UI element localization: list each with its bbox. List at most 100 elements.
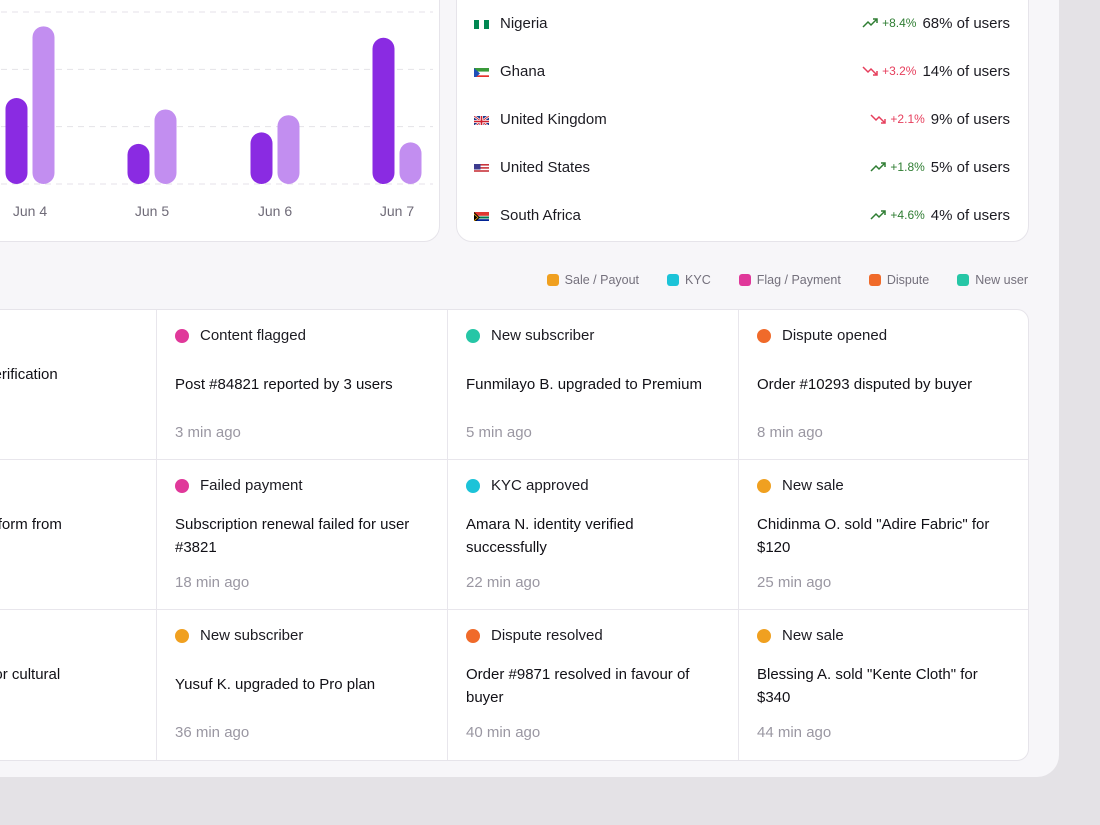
activity-header: New subscriber xyxy=(175,627,303,644)
trend-value: +2.1% xyxy=(890,112,925,126)
activity-card[interactable]: edged for cultural xyxy=(0,610,157,760)
chart-bar[interactable] xyxy=(277,115,300,184)
country-name: Ghana xyxy=(500,62,546,80)
legend-swatch xyxy=(738,274,751,286)
activity-card[interactable]: New sale Blessing A. sold "Kente Cloth" f… xyxy=(739,610,1028,760)
legend-label: KYC xyxy=(685,273,711,287)
trend-down-icon xyxy=(862,66,878,76)
chart-bar[interactable] xyxy=(5,98,28,184)
activity-description: e platform from xyxy=(0,516,62,533)
country-row-united-kingdom: United Kingdom +2.1% 9% of users xyxy=(474,104,1010,134)
users-by-country-card: Nigeria +8.4% 68% of users Ghana +3.2% 1… xyxy=(456,0,1029,242)
activity-type-dot xyxy=(175,328,189,343)
user-share: 5% of users xyxy=(930,158,1010,176)
legend-item-kyc: KYC xyxy=(667,273,711,287)
activity-type-dot xyxy=(175,478,189,493)
activity-title: Dispute opened xyxy=(782,327,888,344)
activity-header: KYC approved xyxy=(466,477,589,494)
activity-title: Dispute resolved xyxy=(491,627,603,644)
activity-description: Subscription renewal failed for user #38… xyxy=(175,516,410,556)
trend-indicator: +8.4% xyxy=(862,16,916,30)
user-share: 14% of users xyxy=(922,62,1010,80)
chart-bar[interactable] xyxy=(32,26,55,185)
activity-title: Content flagged xyxy=(200,327,306,344)
dashboard-panel: Jun 4 Jun 5 Jun 6 Jun 7 Nigeria +8.4% 68% o… xyxy=(0,0,1059,777)
activity-title: KYC approved xyxy=(491,477,589,494)
legend-label: Dispute xyxy=(886,273,930,287)
activity-header: New sale xyxy=(757,627,844,644)
activity-card[interactable]: Dispute opened Order #10293 disputed by b… xyxy=(739,310,1028,460)
activity-description: Post #84821 reported by 3 users xyxy=(175,376,393,393)
chart-bar[interactable] xyxy=(372,37,395,184)
user-share: 68% of users xyxy=(922,14,1010,32)
activity-timestamp: 3 min ago xyxy=(175,424,241,441)
trend-indicator: +3.2% xyxy=(862,64,916,78)
country-row-united-states: United States +1.8% 5% of users xyxy=(474,152,1010,182)
activity-timestamp: 5 min ago xyxy=(466,424,532,441)
activity-card[interactable]: Dispute resolved Order #9871 resolved in … xyxy=(448,610,739,760)
activity-timestamp: 44 min ago xyxy=(757,724,832,741)
activity-description: ted verification xyxy=(0,366,58,383)
signups-chart-card: Jun 4 Jun 5 Jun 6 Jun 7 xyxy=(0,0,440,242)
activity-header: Failed payment xyxy=(175,477,303,494)
us-flag-icon xyxy=(474,162,489,173)
activity-description: Funmilayo B. upgraded to Premium xyxy=(466,376,702,393)
legend-label: Flag / Payment xyxy=(756,273,841,287)
activity-card[interactable]: New subscriber Yusuf K. upgraded to Pro p… xyxy=(157,610,448,760)
country-name: United Kingdom xyxy=(500,110,607,128)
chart-bar[interactable] xyxy=(127,143,150,184)
legend-swatch xyxy=(546,274,559,286)
user-share: 4% of users xyxy=(930,206,1010,224)
activity-timestamp: 18 min ago xyxy=(175,574,250,591)
country-name: South Africa xyxy=(500,206,581,224)
activity-description: Yusuf K. upgraded to Pro plan xyxy=(175,676,376,693)
activity-header: Dispute resolved xyxy=(466,627,603,644)
legend-item-new-user: New user xyxy=(957,273,1028,287)
legend-label: Sale / Payout xyxy=(564,273,640,287)
activity-header: Content flagged xyxy=(175,327,306,344)
activity-card[interactable]: Content flagged Post #84821 reported by 3… xyxy=(157,310,448,460)
country-row-south-africa: South Africa +4.6% 4% of users xyxy=(474,200,1010,230)
trend-value: +1.8% xyxy=(890,160,925,174)
activity-type-dot xyxy=(466,478,480,493)
legend-label: New user xyxy=(975,273,1028,287)
activity-title: Failed payment xyxy=(200,477,303,494)
activity-title: New sale xyxy=(782,477,844,494)
activity-timestamp: 36 min ago xyxy=(175,724,250,741)
legend-item-dispute: Dispute xyxy=(868,273,930,287)
activity-card[interactable]: e platform from xyxy=(0,460,157,610)
legend-swatch xyxy=(868,274,881,286)
activity-title: New subscriber xyxy=(200,627,304,644)
activity-card[interactable]: New sale Chidinma O. sold "Adire Fabric" … xyxy=(739,460,1028,610)
x-tick-label: Jun 5 xyxy=(135,203,169,219)
activity-type-dot xyxy=(757,628,771,643)
activity-type-dot xyxy=(175,628,189,643)
activity-feed-grid: dted verification Content flagged Post #84… xyxy=(0,309,1029,761)
country-row-nigeria: Nigeria +8.4% 68% of users xyxy=(474,8,1010,38)
activity-header: New subscriber xyxy=(466,327,594,344)
country-name: Nigeria xyxy=(500,14,548,32)
activity-header: New sale xyxy=(757,477,844,494)
activity-timestamp: 22 min ago xyxy=(466,574,541,591)
activity-card[interactable]: KYC approved Amara N. identity verified s… xyxy=(448,460,739,610)
legend-item-sale-payout: Sale / Payout xyxy=(546,273,640,287)
ghana-flag-icon xyxy=(474,66,489,77)
activity-card[interactable]: New subscriber Funmilayo B. upgraded to P… xyxy=(448,310,739,460)
trend-up-icon xyxy=(862,18,878,28)
trend-indicator: +4.6% xyxy=(870,208,925,222)
legend-item-flag-payment: Flag / Payment xyxy=(738,273,841,287)
chart-bar[interactable] xyxy=(154,109,177,184)
activity-timestamp: 25 min ago xyxy=(757,574,832,591)
activity-card[interactable]: dted verification xyxy=(0,310,157,460)
activity-description: ged for cultural xyxy=(0,666,61,683)
chart-bar[interactable] xyxy=(399,142,422,184)
trend-indicator: +1.8% xyxy=(870,160,925,174)
activity-description: Order #9871 resolved in favour of buyer xyxy=(466,666,690,706)
user-share: 9% of users xyxy=(930,110,1010,128)
chart-bar[interactable] xyxy=(250,132,273,184)
x-tick-label: Jun 4 xyxy=(13,203,47,219)
south-africa-flag-icon xyxy=(474,210,489,221)
activity-card[interactable]: Failed payment Subscription renewal faile… xyxy=(157,460,448,610)
activity-header: Dispute opened xyxy=(757,327,887,344)
trend-value: +8.4% xyxy=(882,16,917,30)
